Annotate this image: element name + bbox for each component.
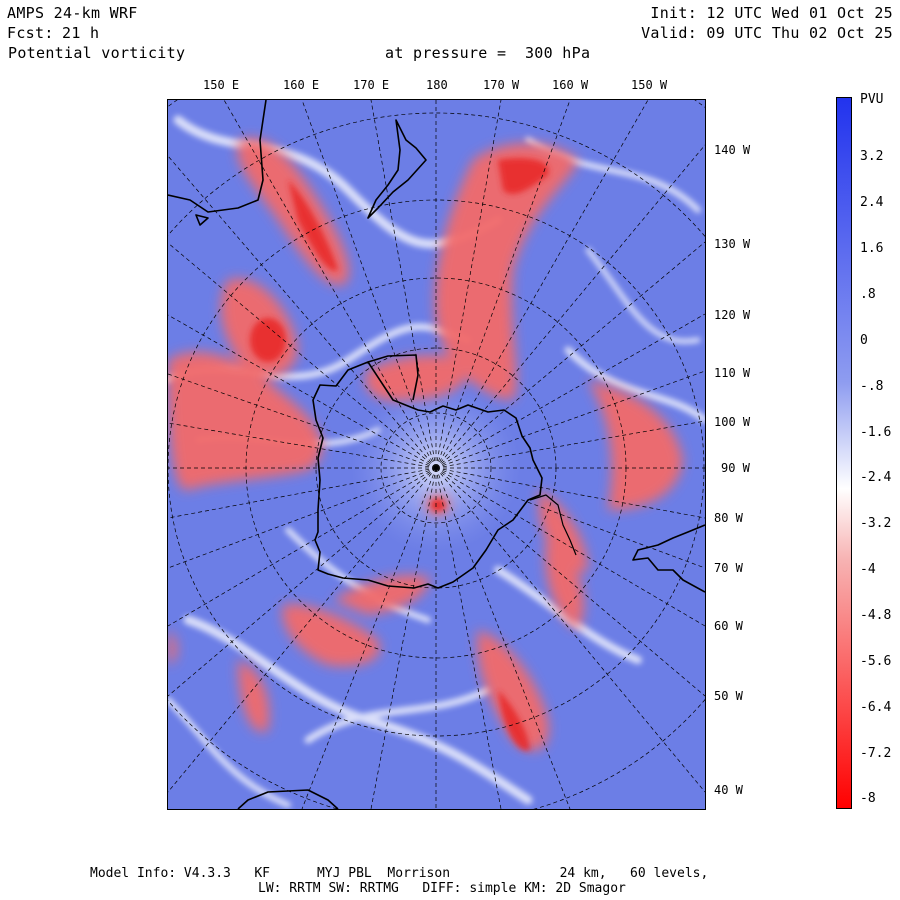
- colorbar-tick: .8: [860, 287, 876, 302]
- colorbar-tick: -6.4: [860, 700, 892, 715]
- pressure-level: at pressure = 300 hPa: [385, 44, 591, 62]
- lon-label-right: 110 W: [714, 366, 751, 380]
- lon-label-right: 70 W: [714, 561, 743, 575]
- colorbar-tick: -7.2: [860, 746, 892, 761]
- lon-label-right: 130 W: [714, 237, 751, 251]
- colorbar-tick: -3.2: [860, 516, 892, 531]
- lon-label-right: 140 W: [714, 143, 751, 157]
- colorbar-tick: -8: [860, 791, 876, 806]
- forecast-label: Fcst:: [7, 24, 54, 42]
- pv-map: [167, 99, 706, 810]
- init-time: Init: 12 UTC Wed 01 Oct 25: [650, 4, 893, 22]
- forecast-hours: 21 h: [62, 24, 100, 42]
- lon-label-top: 170 W: [483, 78, 520, 92]
- variable-name: Potential vorticity: [8, 44, 186, 62]
- colorbar-tick: -1.6: [860, 425, 892, 440]
- lon-label-right: 90 W: [721, 461, 750, 475]
- lon-label-top: 170 E: [353, 78, 390, 92]
- coastlines: [168, 100, 705, 809]
- colorbar: [836, 97, 852, 809]
- model-info-line1: Model Info: V4.3.3 KF MYJ PBL Morrison 2…: [90, 866, 709, 881]
- lon-label-top: 150 W: [631, 78, 668, 92]
- lon-label-top: 160 E: [283, 78, 320, 92]
- lon-label-top: 150 E: [203, 78, 240, 92]
- colorbar-tick: 2.4: [860, 195, 884, 210]
- colorbar-tick: -2.4: [860, 470, 892, 485]
- lon-label-top: 180: [426, 78, 448, 92]
- colorbar-tick: 3.2: [860, 149, 884, 164]
- lon-label-right: 120 W: [714, 308, 751, 322]
- lon-label-right: 80 W: [714, 511, 743, 525]
- colorbar-tick: 1.6: [860, 241, 884, 256]
- colorbar-tick: 0: [860, 333, 868, 348]
- lon-label-right: 40 W: [714, 783, 743, 797]
- model-info-line2: LW: RRTM SW: RRTMG DIFF: simple KM: 2D S…: [258, 881, 626, 896]
- colorbar-tick: -4: [860, 562, 876, 577]
- meridian-lines: [168, 100, 705, 809]
- lon-label-right: 60 W: [714, 619, 743, 633]
- colorbar-unit: PVU: [860, 92, 884, 107]
- colorbar-tick: -.8: [860, 379, 884, 394]
- lon-label-right: 50 W: [714, 689, 743, 703]
- lon-label-right: 100 W: [714, 415, 751, 429]
- colorbar-tick: -4.8: [860, 608, 892, 623]
- model-title: AMPS 24-km WRF: [7, 4, 138, 22]
- valid-time: Valid: 09 UTC Thu 02 Oct 25: [641, 24, 893, 42]
- colorbar-tick: -5.6: [860, 654, 892, 669]
- pv-strong-cores: [250, 158, 549, 751]
- lon-label-top: 160 W: [552, 78, 589, 92]
